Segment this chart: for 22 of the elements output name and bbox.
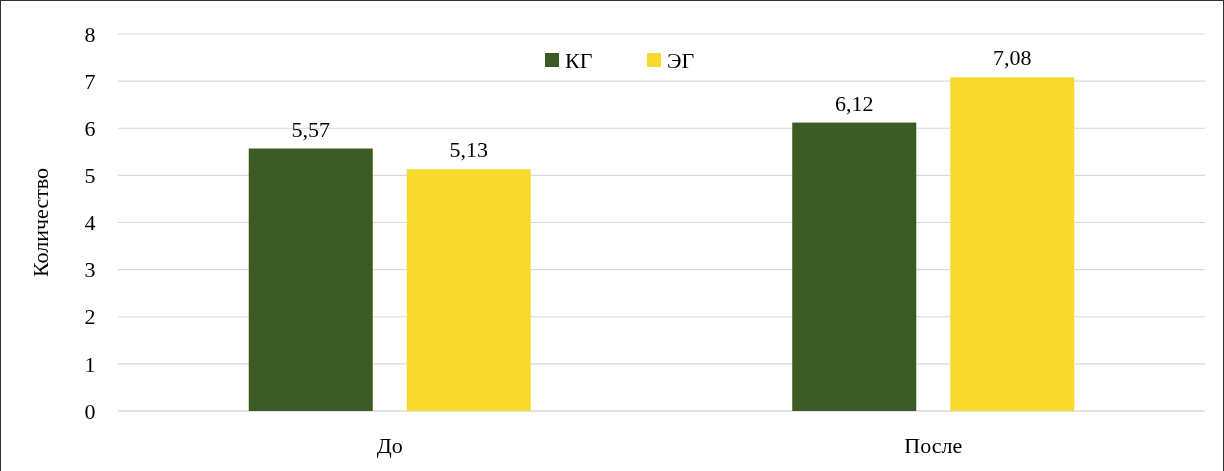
bar <box>248 148 373 411</box>
data-label: 5,13 <box>449 137 488 163</box>
data-label: 6,12 <box>835 90 874 116</box>
y-axis-title: Количество <box>28 167 53 278</box>
legend-label: ЭГ <box>667 47 695 73</box>
y-tick-label: 7 <box>84 68 96 94</box>
y-tick-label: 6 <box>84 115 96 141</box>
y-tick-label: 5 <box>84 163 96 189</box>
bar <box>950 77 1075 411</box>
y-tick-label: 4 <box>84 210 96 236</box>
y-tick-label: 8 <box>84 21 96 47</box>
y-tick-label: 3 <box>84 257 96 283</box>
data-label: 5,57 <box>291 116 330 142</box>
bar <box>792 122 917 411</box>
bar <box>406 169 531 411</box>
y-tick-label: 2 <box>84 304 96 330</box>
y-tick-label: 1 <box>84 351 96 377</box>
x-tick-label: После <box>904 433 963 458</box>
x-tick-label: До <box>376 433 403 458</box>
legend-label: КГ <box>565 47 593 73</box>
data-label: 7,08 <box>993 45 1032 71</box>
y-tick-label: 0 <box>84 398 96 424</box>
